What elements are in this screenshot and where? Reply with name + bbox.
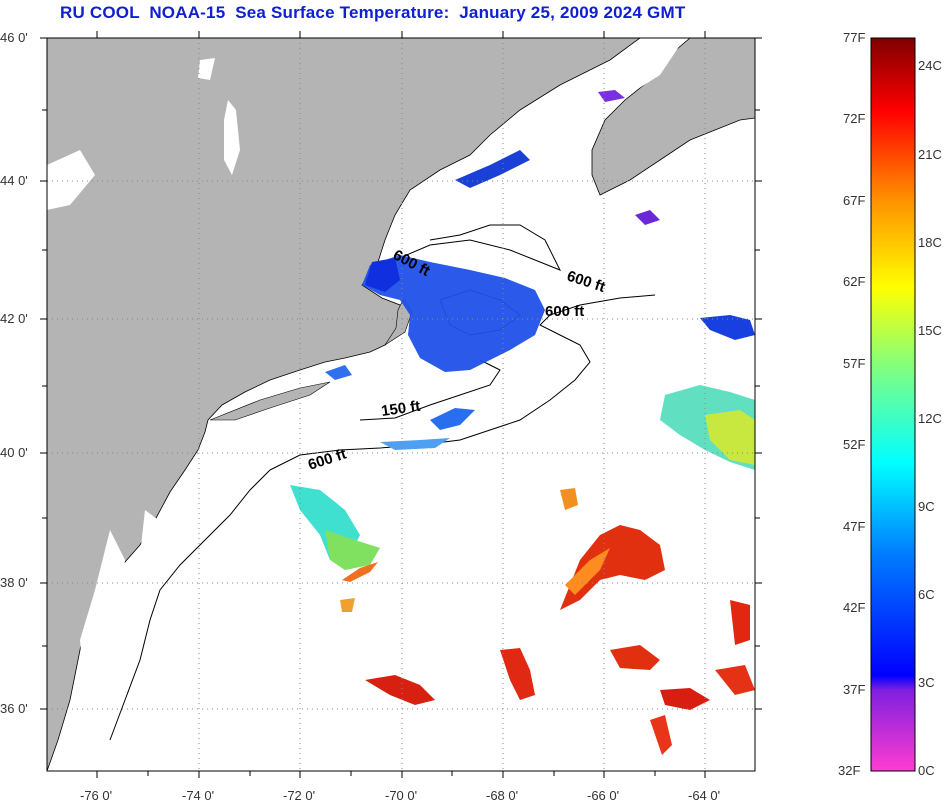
sst-lightblue-shelf (380, 438, 450, 450)
colorbar-label-37f: 37F (843, 682, 866, 697)
lake-ontario-edge (47, 150, 95, 210)
bay-of-fundy (560, 45, 680, 130)
lon-label-76: -76 0' (80, 788, 113, 803)
sst-cold-maine-coast (455, 150, 530, 188)
colorbar-label-67f: 67F (843, 193, 866, 208)
sst-warm-gulf-stream-2 (565, 548, 610, 595)
sst-warm-gulf-stream-1 (560, 525, 665, 610)
sst-blue-east (700, 315, 755, 340)
contour-600ft-south (109, 469, 271, 741)
sst-blue-150 (430, 408, 475, 430)
lat-label-44: 44 0' (0, 173, 28, 188)
contour-150ft (359, 359, 501, 421)
colorbar (870, 37, 916, 772)
sst-purple-nova-2 (635, 210, 660, 225)
lon-label-74: -74 0' (182, 788, 215, 803)
sst-green-off-nj (325, 530, 380, 570)
colorbar-label-12c: 12C (918, 411, 942, 426)
axis-ticks (40, 31, 762, 778)
chesapeake-bay (80, 530, 125, 720)
sst-warm-south-2 (500, 648, 535, 700)
land-long-island (209, 381, 331, 421)
lat-label-38: 38 0' (0, 575, 28, 590)
small-lake (198, 58, 215, 80)
colorbar-label-77f: 77F (843, 30, 866, 45)
sst-blue-south-ny (325, 365, 352, 380)
sst-warm-far-east (730, 600, 750, 645)
map-title: RU COOL NOAA-15 Sea Surface Temperature:… (60, 3, 686, 22)
contour-label-600ft-bank: 600 ft (545, 303, 584, 320)
lat-label-46: 46 0' (0, 30, 28, 45)
lon-label-72: -72 0' (283, 788, 316, 803)
lon-label-70: -70 0' (385, 788, 418, 803)
land-north-america (47, 38, 641, 771)
sst-orange-south (560, 488, 578, 510)
sst-orange-streak (342, 562, 378, 582)
colorbar-label-0c: 0C (918, 763, 935, 778)
colorbar-label-47f: 47F (843, 519, 866, 534)
sst-warm-south-1 (365, 675, 435, 705)
land-nova-scotia (591, 38, 755, 196)
delaware-bay (140, 510, 165, 560)
colorbar-label-32f: 32F (838, 763, 861, 778)
colorbar-label-3c: 3C (918, 675, 935, 690)
colorbar-label-42f: 42F (843, 600, 866, 615)
map-frame (46, 37, 756, 772)
colorbar-label-57f: 57F (843, 356, 866, 371)
sst-orange-mid (340, 598, 355, 612)
colorbar-label-24c: 24C (918, 58, 942, 73)
colorbar-label-18c: 18C (918, 235, 942, 250)
sst-purple-nova (598, 90, 625, 102)
colorbar-label-52f: 52F (843, 437, 866, 452)
colorbar-label-72f: 72F (843, 111, 866, 126)
colorbar-label-21c: 21C (918, 147, 942, 162)
colorbar-label-15c: 15C (918, 323, 942, 338)
lat-label-40: 40 0' (0, 445, 28, 460)
sst-warm-south-5 (650, 715, 672, 755)
contour-600ft-shelf (269, 294, 656, 471)
contour-label-150ft: 150 ft (380, 398, 421, 420)
lon-label-64: -64 0' (688, 788, 721, 803)
sst-cold-dark (365, 258, 400, 292)
colorbar-label-9c: 9C (918, 499, 935, 514)
contour-gulf-of-maine (394, 224, 562, 271)
lake-champlain (224, 100, 240, 175)
colorbar-label-6c: 6C (918, 587, 935, 602)
lon-label-66: -66 0' (587, 788, 620, 803)
lat-label-36: 36 0' (0, 701, 28, 716)
sst-cold-gulf-of-maine (362, 255, 545, 372)
sst-warm-far-east-2 (715, 665, 755, 695)
sst-warm-south-4 (660, 688, 710, 710)
lon-label-68: -68 0' (486, 788, 519, 803)
grid-lines (47, 38, 755, 771)
lat-label-42: 42 0' (0, 311, 28, 326)
sst-warm-south-3 (610, 645, 660, 670)
sst-yellow-east (705, 410, 755, 465)
colorbar-label-62f: 62F (843, 274, 866, 289)
